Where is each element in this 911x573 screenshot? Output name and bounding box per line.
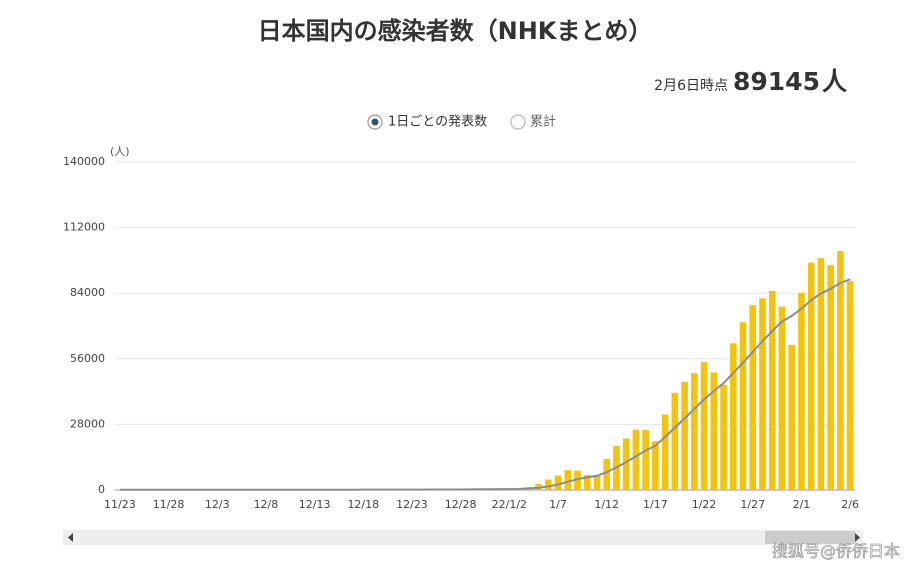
headline-value: 89145人 <box>733 67 847 96</box>
bar <box>827 265 834 490</box>
bar <box>632 429 640 490</box>
x-tick-label: 1/17 <box>643 498 668 511</box>
option-daily[interactable]: 1日ごとの発表数 <box>367 114 487 130</box>
x-tick-label: 11/23 <box>104 498 136 511</box>
scroll-left-arrow[interactable] <box>68 533 73 542</box>
y-tick-label: 28000 <box>70 417 105 430</box>
headline-number: 89145 <box>733 67 820 96</box>
scroll-thumb[interactable] <box>765 531 855 544</box>
bar <box>778 306 786 490</box>
bar <box>681 381 688 490</box>
x-tick-label: 2/6 <box>841 498 859 511</box>
bar <box>691 373 698 490</box>
x-tick-label: 2/1 <box>793 498 811 511</box>
bar <box>554 475 562 490</box>
option-label[interactable]: 累計 <box>530 114 556 130</box>
bar <box>544 479 552 490</box>
y-tick-label: 140000 <box>63 155 105 168</box>
y-tick-label: 56000 <box>70 352 105 365</box>
bar <box>700 362 708 490</box>
as-of-label: 2月6日時点 <box>654 78 728 94</box>
x-tick-label: 1/27 <box>740 498 765 511</box>
radio-dot <box>371 118 379 126</box>
plot-area: 0 28000 56000 84000 112000 140000 11/23 11/28 12… <box>63 155 859 511</box>
scrollbar[interactable] <box>63 530 863 545</box>
bar <box>846 281 854 490</box>
bar <box>788 344 796 490</box>
bar <box>652 441 659 490</box>
bar <box>574 470 581 490</box>
scroll-right-arrow[interactable] <box>855 533 860 542</box>
option-total[interactable]: 累計 <box>510 114 556 130</box>
bar <box>739 322 747 490</box>
scroll-track[interactable] <box>63 530 863 545</box>
bar <box>729 343 737 490</box>
chart-title: 日本国内の感染者数（NHKまとめ） <box>258 17 653 45</box>
bar <box>661 414 669 490</box>
bar <box>798 292 805 490</box>
bar <box>720 384 727 490</box>
y-tick-label: 0 <box>98 483 105 496</box>
radio[interactable] <box>510 114 526 130</box>
bar <box>749 305 757 490</box>
bar <box>710 372 718 490</box>
x-tick-label: 22/1/2 <box>492 498 527 511</box>
line <box>119 278 851 491</box>
x-tick-label: 12/13 <box>299 498 331 511</box>
x-tick-label: 12/8 <box>254 498 279 511</box>
y-unit-label: (人) <box>110 145 130 158</box>
x-tick-label: 12/3 <box>205 498 230 511</box>
bar <box>837 251 844 490</box>
bar <box>768 291 776 490</box>
bar <box>564 470 572 490</box>
x-tick-label: 11/28 <box>153 498 185 511</box>
bar <box>671 392 679 490</box>
x-tick-label: 1/12 <box>594 498 619 511</box>
y-tick-label: 84000 <box>70 286 105 299</box>
bar <box>583 474 591 490</box>
bar <box>593 476 601 490</box>
x-tick-label: 1/7 <box>549 498 567 511</box>
headline-unit: 人 <box>822 67 847 96</box>
bar <box>622 438 630 490</box>
x-tick-label: 1/22 <box>692 498 717 511</box>
y-tick-label: 112000 <box>63 221 105 234</box>
bar <box>807 262 815 490</box>
bar <box>759 298 766 490</box>
x-tick-label: 12/28 <box>445 498 477 511</box>
bar <box>603 458 611 490</box>
bar <box>817 258 825 490</box>
option-label[interactable]: 1日ごとの発表数 <box>388 114 487 130</box>
bar <box>642 429 649 490</box>
x-tick-label: 12/23 <box>396 498 428 511</box>
watermark: 搜狐号@侨侨日本 <box>772 542 900 561</box>
x-tick-label: 12/18 <box>347 498 379 511</box>
